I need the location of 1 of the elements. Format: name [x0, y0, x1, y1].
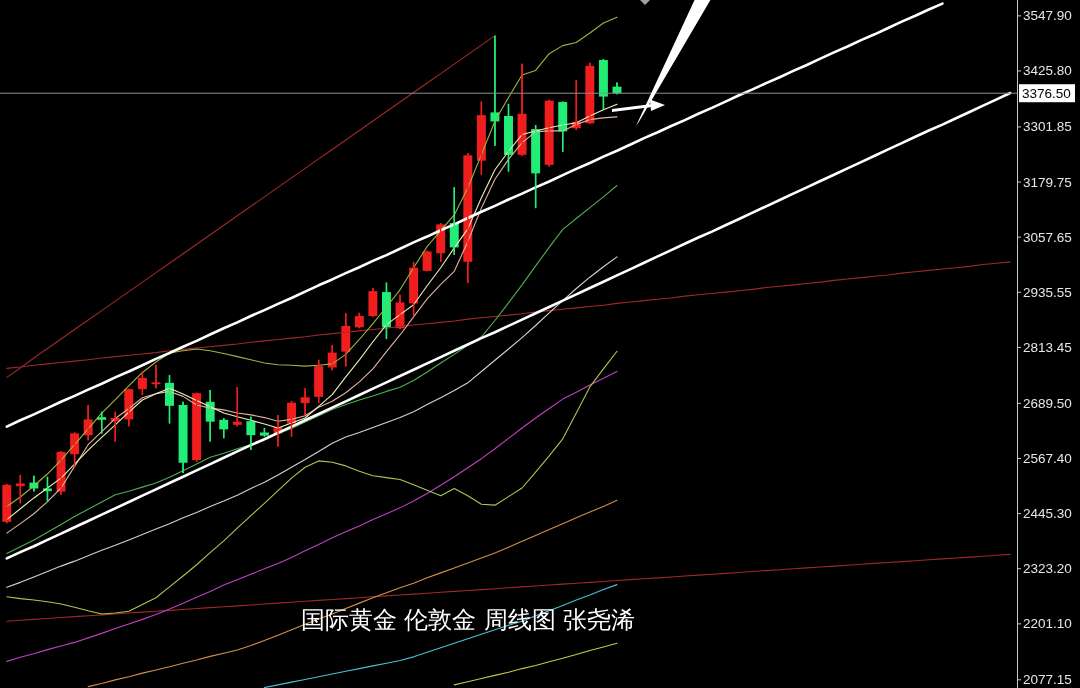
ref-line-label: 3376.50 [1022, 85, 1071, 101]
